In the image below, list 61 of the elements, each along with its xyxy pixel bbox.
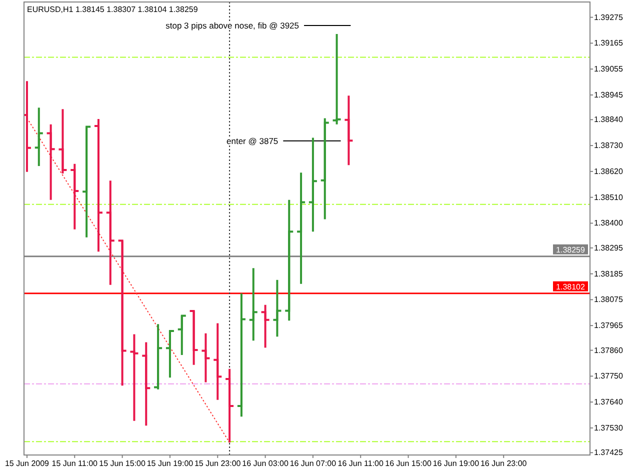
candlestick [153,323,164,390]
x-tick-label: 15 Jun 15:00 [99,459,146,468]
y-tick-label: 1.38945 [594,90,624,100]
annotation: stop 3 pips above nose, fib @ 3925 [166,20,300,31]
y-tick-label: 1.37965 [594,321,624,330]
candlestick [296,172,306,285]
y-tick-label: 1.38075 [594,295,624,304]
candlestick [70,162,80,230]
candlestick [200,332,211,384]
candlestick [260,304,270,349]
candlestick [82,126,92,238]
y-tick-label: 1.38510 [594,192,624,202]
candlestick [236,292,246,418]
candlestick [58,108,68,175]
x-tick-label: 16 Jun 15:00 [385,459,432,468]
annotation: enter @ 3875 [226,136,278,146]
x-tick-label: 16 Jun 23:00 [480,459,528,468]
x-tick-label: 15 Jun 11:00 [52,459,98,468]
candlestick [332,33,342,126]
x-tick-label: 16 Jun 11:00 [338,459,384,468]
candlestick [141,341,152,427]
x-tick-label: 16 Jun 07:00 [290,459,337,468]
candlestick [93,118,104,253]
candlestick [117,240,128,387]
candlestick [34,106,44,168]
y-tick-label: 1.38730 [594,141,624,150]
candlestick [105,180,116,286]
ref-line-label: 1.38259 [556,245,586,254]
y-tick-label: 1.38840 [594,115,624,124]
candlestick [272,278,282,338]
candlestick [46,123,56,201]
candlestick [129,333,140,422]
y-tick-label: 1.38295 [594,243,624,252]
y-tick-label: 1.37750 [594,372,624,381]
candlestick [224,368,235,444]
x-tick-label: 15 Jun 2009 [4,459,50,468]
y-tick-label: 1.37425 [594,448,624,458]
y-tick-label: 1.37530 [594,423,624,432]
candlestick [284,198,294,322]
candlestick [188,310,199,366]
x-tick-label: 15 Jun 19:00 [146,459,194,468]
candlestick [212,322,223,401]
candlestick [164,330,175,379]
y-tick-label: 1.39055 [594,64,624,74]
ref-line-label: 1.38102 [556,282,586,292]
y-tick-label: 1.37860 [594,346,624,355]
x-tick-label: 16 Jun 03:00 [242,459,289,468]
y-tick-label: 1.38400 [594,218,624,228]
y-tick-label: 1.39275 [594,12,624,22]
chart-title: EURUSD,H1 1.38145 1.38307 1.38104 1.38259 [27,5,198,14]
y-tick-label: 1.38620 [594,166,624,176]
y-tick-label: 1.37640 [594,398,624,407]
candlestick [248,267,258,342]
candlestick [344,94,354,166]
candlestick [176,314,187,356]
y-tick-label: 1.39165 [594,38,624,48]
candlestick [308,136,318,233]
candlestick [320,117,330,220]
x-tick-label: 16 Jun 19:00 [432,459,480,468]
y-tick-label: 1.38185 [594,269,624,278]
x-tick-label: 15 Jun 23:00 [194,459,242,468]
